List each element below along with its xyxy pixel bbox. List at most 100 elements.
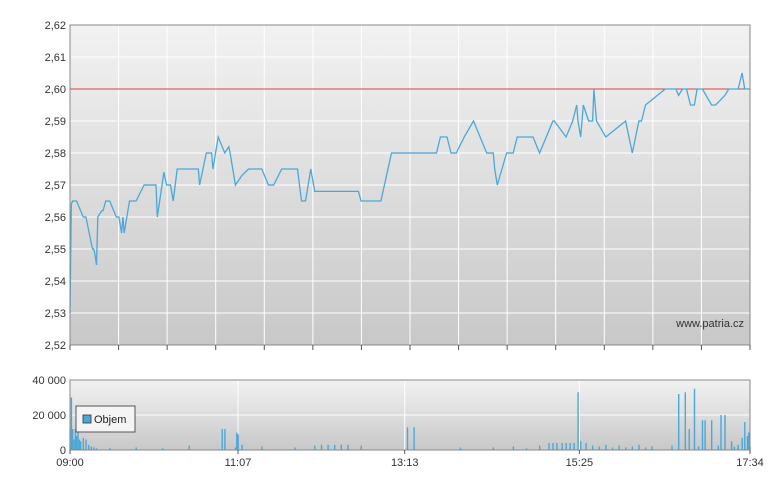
volume-y-tick-label: 0 (60, 445, 66, 457)
volume-bar (320, 444, 323, 451)
volume-bar (638, 444, 640, 451)
volume-bar (459, 447, 462, 450)
volume-bar (737, 444, 739, 451)
volume-bar (539, 445, 541, 450)
volume-bar (671, 445, 673, 450)
price-x-ticks (69, 345, 751, 350)
volume-bar (188, 445, 190, 450)
volume-bar (684, 392, 686, 451)
price-y-tick-labels: 2,52 2,53 2,54 2,55 2,56 2,57 2,58 2,59 2,60 2,61… (45, 20, 66, 352)
volume-bar (492, 447, 495, 450)
volume-bar (580, 441, 582, 451)
volume-x-tick-label: 17:34 (736, 457, 764, 469)
volume-bar (552, 443, 554, 450)
volume-y-tick-label: 20 000 (32, 410, 66, 422)
volume-bar (406, 427, 409, 451)
volume-bar (688, 429, 690, 450)
price-line-group (69, 72, 750, 314)
price-chart: 2,52 2,53 2,54 2,55 2,56 2,57 2,58 2,59 2,60 2,61… (45, 20, 751, 352)
volume-bar (569, 443, 571, 450)
volume-bar (693, 388, 696, 451)
volume-bar (701, 420, 704, 451)
volume-bar (717, 445, 719, 450)
volume-bar (704, 420, 706, 451)
volume-bar (720, 415, 722, 450)
volume-bar (334, 444, 336, 451)
price-line (69, 72, 750, 314)
price-y-tick-label: 2,57 (45, 180, 66, 192)
volume-bar (135, 447, 137, 450)
volume-bar (618, 445, 620, 450)
volume-bar (76, 436, 78, 450)
volume-bar (512, 446, 514, 450)
volume-bar (565, 443, 567, 450)
volume-bar (625, 447, 627, 450)
volume-bar (73, 439, 75, 450)
volume-bar (237, 434, 239, 451)
volume-bar (711, 420, 713, 451)
volume-bar (556, 443, 558, 450)
volume-bar (82, 437, 84, 451)
volume-bar (78, 439, 81, 450)
legend: Objem (75, 405, 136, 433)
volume-bar (294, 447, 296, 450)
price-y-tick-label: 2,60 (45, 84, 66, 96)
volume-bar (525, 448, 528, 451)
volume-bar (327, 444, 329, 451)
volume-bar (724, 415, 726, 450)
price-y-tick-label: 2,55 (45, 244, 66, 256)
price-y-tick-label: 2,62 (45, 20, 66, 32)
watermark: www.patria.cz (675, 318, 744, 330)
volume-bar (234, 447, 237, 450)
volume-bar (90, 446, 92, 450)
volume-bar (74, 429, 77, 450)
price-y-tick-label: 2,61 (45, 52, 66, 64)
volume-bar (733, 446, 735, 450)
volume-bar (224, 429, 226, 450)
price-y-tick-label: 2,58 (45, 148, 66, 160)
volume-bar (77, 429, 79, 450)
volume-bar (70, 397, 73, 450)
volume-bar (261, 446, 263, 450)
volume-bar (741, 437, 743, 451)
volume-x-tick-label: 11:07 (225, 457, 252, 469)
volume-bar (80, 441, 82, 451)
volume-bar (360, 445, 362, 450)
volume-bar (87, 444, 90, 451)
price-y-tick-label: 2,56 (45, 212, 66, 224)
volume-bar (573, 443, 575, 450)
volume-x-tick-label: 15:25 (566, 457, 594, 469)
volume-bar (93, 447, 95, 450)
volume-bar (413, 427, 415, 451)
volume-bar (95, 448, 98, 451)
volume-bar (651, 446, 653, 450)
price-y-tick-label: 2,52 (45, 340, 66, 352)
volume-bar (561, 443, 563, 450)
volume-bar (605, 444, 607, 451)
volume-bar (611, 447, 614, 450)
volume-bar (592, 445, 594, 450)
price-y-tick-label: 2,53 (45, 308, 66, 320)
volume-bar (748, 432, 750, 450)
volume-bar (631, 446, 634, 450)
volume-bar (577, 392, 579, 451)
volume-x-tick-labels: 09:00 11:07 13:13 15:25 17:34 (56, 450, 764, 469)
volume-x-tick-label: 13:13 (391, 457, 419, 469)
volume-bar (548, 443, 550, 450)
volume-bars (69, 388, 751, 451)
volume-bar (72, 429, 74, 450)
price-y-tick-label: 2,54 (45, 276, 66, 288)
volume-bar (85, 439, 87, 450)
volume-bar (340, 444, 342, 451)
volume-bar (744, 422, 746, 450)
volume-bar (236, 432, 238, 450)
volume-bar (347, 444, 349, 451)
volume-bar (162, 448, 164, 451)
volume-y-tick-label: 40 000 (32, 375, 66, 387)
volume-bar (221, 429, 223, 450)
volume-bar (678, 394, 680, 450)
volume-bar (585, 443, 587, 450)
volume-bar (241, 444, 243, 451)
